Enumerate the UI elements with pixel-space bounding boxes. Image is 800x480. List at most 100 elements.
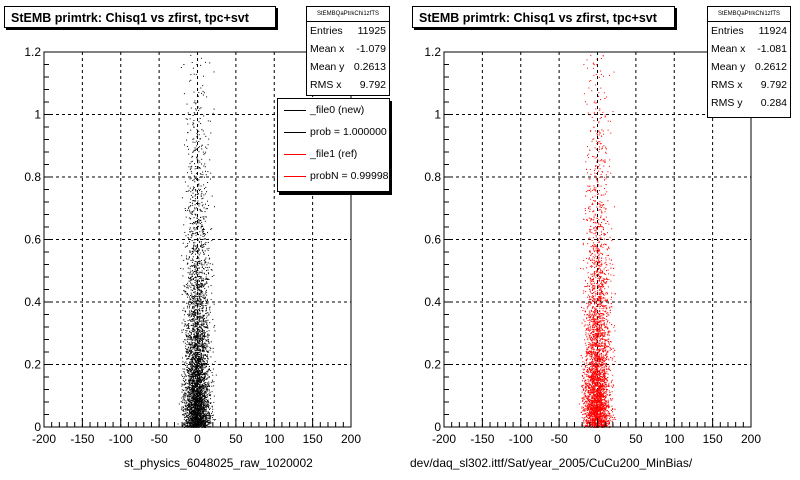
scatter-point — [199, 340, 201, 342]
scatter-point — [183, 383, 185, 385]
scatter-point — [196, 293, 198, 295]
scatter-point — [210, 348, 212, 349]
scatter-point — [196, 247, 198, 248]
scatter-point — [201, 191, 203, 193]
scatter-point — [186, 355, 188, 357]
scatter-point — [608, 165, 610, 167]
scatter-point — [196, 305, 198, 306]
scatter-point — [203, 253, 205, 255]
scatter-point — [201, 391, 203, 393]
scatter-point — [195, 73, 197, 75]
scatter-point — [585, 424, 587, 426]
scatter-point — [187, 337, 189, 339]
scatter-point — [194, 385, 196, 387]
scatter-point — [598, 170, 599, 172]
scatter-point — [205, 340, 207, 342]
scatter-point — [194, 168, 196, 170]
scatter-point — [200, 412, 202, 414]
scatter-point — [191, 383, 193, 385]
scatter-point — [193, 411, 195, 413]
scatter-point — [194, 200, 196, 201]
scatter-point — [178, 403, 180, 405]
scatter-point — [183, 424, 185, 426]
scatter-point — [200, 107, 202, 109]
scatter-point — [191, 307, 193, 309]
scatter-point — [599, 250, 601, 252]
scatter-point — [188, 328, 190, 330]
scatter-point — [189, 399, 191, 401]
scatter-point — [197, 400, 199, 402]
scatter-point — [193, 265, 195, 267]
scatter-point — [190, 415, 192, 417]
scatter-point — [193, 354, 195, 356]
scatter-point — [206, 414, 207, 416]
scatter-point — [191, 410, 192, 412]
scatter-point — [203, 396, 205, 398]
scatter-point — [192, 407, 194, 408]
scatter-point — [191, 382, 193, 384]
scatter-point — [206, 378, 208, 380]
scatter-point — [205, 282, 207, 284]
scatter-point — [610, 280, 612, 282]
scatter-point — [192, 418, 194, 420]
scatter-point — [215, 374, 217, 376]
scatter-point — [581, 417, 583, 419]
scatter-point — [203, 383, 205, 385]
scatter-point — [206, 315, 208, 317]
scatter-point — [204, 220, 206, 222]
y-tick-label: 1 — [34, 108, 41, 122]
scatter-point — [206, 282, 208, 284]
scatter-point — [194, 401, 196, 403]
scatter-point — [199, 161, 201, 163]
scatter-point — [196, 203, 197, 204]
scatter-point — [209, 263, 211, 265]
scatter-point — [197, 193, 198, 195]
scatter-point — [193, 333, 195, 335]
scatter-point — [183, 413, 185, 415]
scatter-point — [187, 400, 189, 401]
scatter-point — [181, 385, 183, 387]
scatter-point — [210, 132, 212, 134]
scatter-point — [199, 419, 201, 421]
scatter-point — [193, 362, 194, 364]
scatter-point — [196, 403, 198, 405]
scatter-point — [206, 147, 208, 149]
scatter-point — [202, 424, 204, 426]
scatter-point — [203, 335, 205, 336]
scatter-point — [201, 229, 203, 231]
scatter-point — [205, 305, 207, 307]
scatter-point — [199, 275, 200, 277]
scatter-point — [188, 335, 190, 337]
scatter-point — [613, 356, 615, 358]
scatter-point — [190, 170, 192, 172]
scatter-point — [197, 368, 199, 370]
scatter-point — [193, 370, 195, 372]
scatter-point — [200, 388, 202, 390]
scatter-point — [190, 344, 192, 346]
scatter-point — [198, 373, 199, 375]
scatter-point — [206, 307, 207, 309]
scatter-point — [187, 374, 189, 376]
scatter-point — [207, 241, 209, 243]
scatter-point — [192, 370, 194, 372]
scatter-point — [193, 366, 195, 368]
scatter-point — [202, 349, 204, 351]
scatter-point — [200, 367, 202, 369]
scatter-point — [197, 167, 199, 169]
scatter-point — [207, 286, 209, 288]
scatter-point — [197, 134, 198, 136]
scatter-point — [184, 398, 186, 400]
scatter-point — [184, 413, 186, 415]
scatter-point — [197, 217, 198, 219]
scatter-point — [196, 227, 198, 228]
scatter-point — [200, 350, 202, 352]
scatter-point — [201, 339, 203, 341]
scatter-point — [201, 283, 203, 285]
scatter-point — [197, 381, 199, 383]
scatter-point — [190, 292, 192, 294]
scatter-point — [193, 328, 195, 330]
scatter-point — [206, 360, 208, 362]
scatter-point — [196, 267, 198, 269]
scatter-point — [196, 354, 198, 356]
scatter-point — [196, 145, 198, 147]
